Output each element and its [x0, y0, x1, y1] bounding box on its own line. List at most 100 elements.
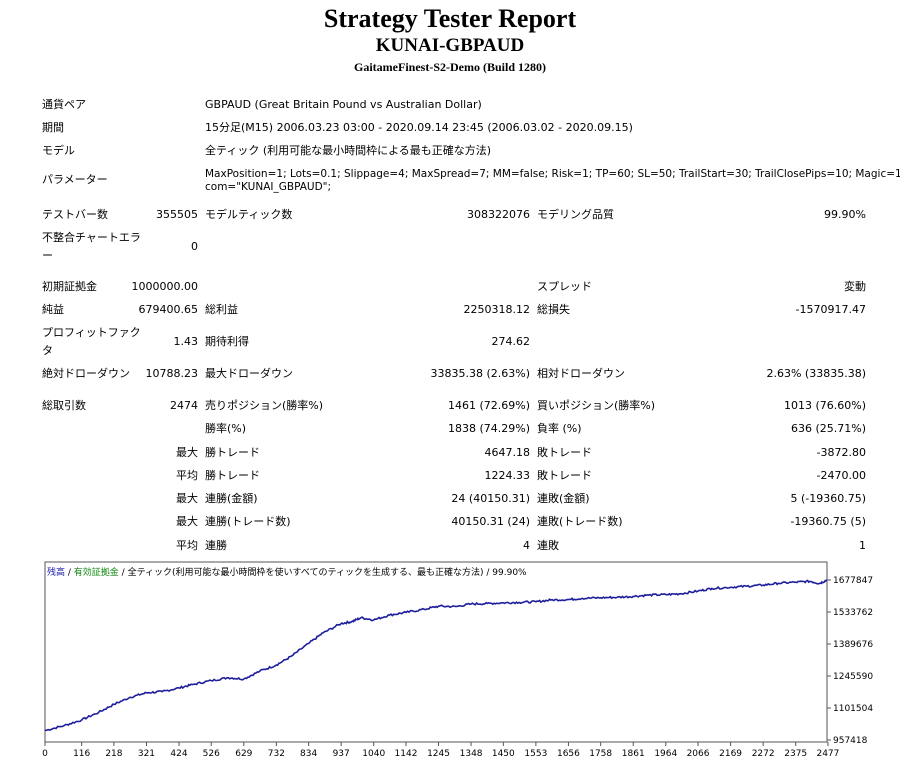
x-tick-label: 629	[235, 749, 252, 759]
x-tick-label: 834	[300, 749, 317, 759]
expected-payoff-value: 274.62	[491, 335, 531, 348]
absolute-drawdown-value: 10788.23	[145, 367, 199, 380]
parameters-label: パラメーター	[42, 173, 108, 186]
win-rate-value: 1838 (74.29%)	[447, 422, 530, 435]
average-consecutive-wins-label: 連勝	[205, 539, 227, 552]
y-tick-label: 1245590	[833, 672, 873, 682]
spread-value: 変動	[844, 280, 866, 293]
x-tick-label: 2375	[784, 749, 807, 759]
net-profit-value: 679400.65	[138, 303, 199, 316]
test-bars-label: テストバー数	[42, 208, 108, 221]
chart-legend: 残高 / 有効証拠金 / 全ティック(利用可能な最小時間枠を使いすべてのティック…	[47, 565, 527, 578]
relative-drawdown-label: 相対ドローダウン	[537, 367, 625, 380]
consecutive-wins-trades-label: 連勝(トレード数)	[205, 515, 291, 528]
x-tick-label: 1656	[557, 749, 580, 759]
x-tick-label: 116	[73, 749, 90, 759]
x-tick-label: 218	[105, 749, 122, 759]
initial-deposit-label: 初期証拠金	[42, 280, 97, 293]
consecutive-wins-amount-label: 連勝(金額)	[205, 492, 258, 505]
y-tick-label: 957418	[833, 736, 868, 746]
profit-factor-label: プロフィットファクタ	[42, 326, 141, 357]
y-tick-label: 1677847	[833, 576, 873, 586]
x-tick-label: 2066	[687, 749, 710, 759]
long-positions-label: 買いポジション(勝率%)	[537, 399, 656, 412]
x-tick-label: 2169	[719, 749, 742, 759]
period-value: 15分足(M15) 2006.03.23 03:00 - 2020.09.14 …	[205, 121, 633, 134]
gross-profit-label: 総利益	[205, 303, 238, 316]
loss-rate-label: 負率 (%)	[537, 422, 582, 435]
max-consecutive-label: 最大	[176, 492, 198, 505]
average-consecutive-label: 平均	[176, 539, 198, 552]
legend-quality: / 99.90%	[483, 568, 527, 578]
x-tick-label: 1245	[427, 749, 450, 759]
maximal-drawdown-value: 33835.38 (2.63%)	[430, 367, 530, 380]
x-tick-label: 2477	[816, 749, 839, 759]
x-tick-label: 1758	[589, 749, 612, 759]
largest-win-value: 4647.18	[484, 446, 531, 459]
x-tick-layer: 0 116 218 321 424 526 629 732 834 937 1040 1142 1245…	[42, 742, 839, 759]
x-tick-label: 937	[333, 749, 350, 759]
x-tick-label: 1142	[395, 749, 418, 759]
expected-payoff-label: 期待利得	[205, 335, 249, 348]
consecutive-losses-trades-label: 連敗(トレード数)	[537, 515, 623, 528]
consecutive-losses-trades-value: -19360.75 (5)	[790, 515, 866, 528]
x-tick-label: 1553	[524, 749, 547, 759]
legend-separator: /	[118, 568, 128, 578]
legend-model: 全ティック(利用可能な最小時間枠を使いすべてのティックを生成する、最も正確な方法…	[127, 568, 484, 578]
legend-balance: 残高	[47, 568, 66, 578]
modeling-quality-value: 99.90%	[824, 208, 866, 221]
modeling-quality-label: モデリング品質	[537, 208, 614, 221]
consecutive-losses-amount-label: 連敗(金額)	[537, 492, 590, 505]
initial-deposit-value: 1000000.00	[131, 280, 198, 293]
win-rate-label: 勝率(%)	[205, 422, 247, 435]
gross-loss-label: 総損失	[537, 303, 570, 316]
largest-loss-label: 敗トレード	[537, 446, 592, 459]
model-label: モデル	[42, 144, 75, 157]
mismatch-errors-label: 不整合チャートエラー	[42, 231, 141, 262]
largest-win-label: 勝トレード	[205, 446, 260, 459]
report-subtitle: KUNAI-GBPAUD	[375, 35, 525, 56]
average-win-label: 勝トレード	[205, 469, 260, 482]
short-positions-label: 売りポジション(勝率%)	[205, 399, 324, 412]
average-consecutive-losses-value: 1	[859, 539, 866, 552]
average-consecutive-losses-label: 連敗	[537, 539, 559, 552]
total-trades-label: 総取引数	[42, 399, 86, 412]
period-label: 期間	[42, 121, 64, 134]
y-tick-layer: 957418 1101504 1245590 1389676 1533762 167784…	[827, 576, 873, 746]
loss-rate-value: 636 (25.71%)	[790, 422, 866, 435]
x-tick-label: 424	[170, 749, 187, 759]
consecutive-wins-amount-value: 24 (40150.31)	[451, 492, 530, 505]
balance-line	[44, 579, 828, 732]
x-tick-label: 1861	[622, 749, 645, 759]
model-ticks-value: 308322076	[467, 208, 530, 221]
gross-loss-value: -1570917.47	[795, 303, 866, 316]
maximal-drawdown-label: 最大ドローダウン	[205, 367, 293, 380]
pair-label: 通貨ペア	[42, 98, 86, 111]
consecutive-losses-amount-value: 5 (-19360.75)	[790, 492, 866, 505]
report-title: Strategy Tester Report	[323, 4, 577, 33]
y-tick-label: 1101504	[833, 704, 873, 714]
y-tick-label: 1533762	[833, 608, 873, 618]
x-tick-label: 1348	[460, 749, 483, 759]
parameters-value-line1: MaxPosition=1; Lots=0.1; Slippage=4; Max…	[205, 168, 900, 180]
long-positions-value: 1013 (76.60%)	[783, 399, 866, 412]
x-tick-label: 0	[42, 749, 48, 759]
average-loss-label: 敗トレード	[537, 469, 592, 482]
x-tick-label: 2272	[752, 749, 775, 759]
model-value: 全ティック (利用可能な最小時間枠による最も正確な方法)	[205, 144, 492, 157]
short-positions-value: 1461 (72.69%)	[447, 399, 530, 412]
model-ticks-label: モデルティック数	[205, 208, 293, 221]
net-profit-label: 純益	[42, 303, 64, 316]
largest-loss-value: -3872.80	[816, 446, 866, 459]
x-tick-label: 732	[268, 749, 285, 759]
total-trades-value: 2474	[170, 399, 198, 412]
gross-profit-value: 2250318.12	[463, 303, 530, 316]
legend-equity: 有効証拠金	[73, 568, 119, 578]
average-loss-value: -2470.00	[816, 469, 866, 482]
x-tick-label: 1450	[492, 749, 515, 759]
average-win-value: 1224.33	[484, 469, 531, 482]
max-consecutive-trades-label: 最大	[176, 515, 198, 528]
server-name: GaitameFinest-S2-Demo (Build 1280)	[354, 60, 546, 74]
spread-label: スプレッド	[537, 280, 592, 293]
chart-svg: 957418 1101504 1245590 1389676 1533762 167784…	[42, 561, 873, 759]
